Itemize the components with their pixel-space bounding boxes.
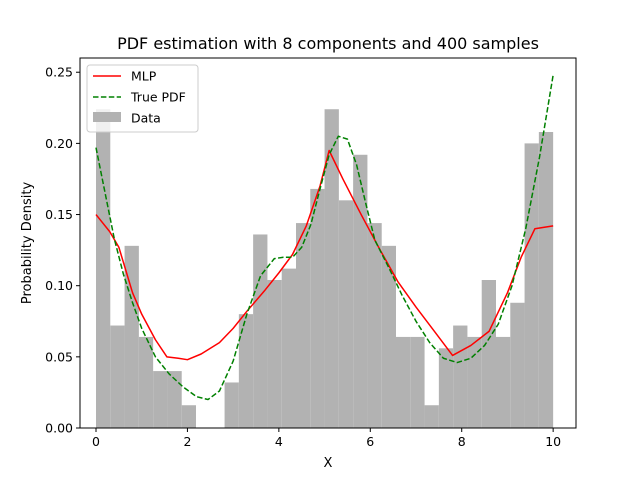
histogram-bar: [296, 223, 311, 428]
histogram-bar: [110, 325, 125, 428]
x-tick-label: 4: [275, 434, 283, 449]
x-tick-label: 8: [458, 434, 466, 449]
histogram-bar: [396, 336, 411, 428]
y-axis-ticks: 0.00 0.05 0.10 0.15 0.20 0.25: [45, 65, 80, 436]
histogram-bar: [138, 336, 154, 428]
y-tick-label: 0.10: [45, 278, 73, 293]
y-tick-label: 0.00: [45, 421, 73, 436]
legend-label-true-pdf: True PDF: [130, 90, 186, 105]
y-tick-label: 0.05: [45, 349, 73, 364]
histogram-bar: [267, 280, 282, 428]
histogram-bar: [467, 336, 482, 428]
x-axis-label: X: [324, 456, 333, 471]
legend-label-mlp: MLP: [131, 69, 157, 84]
histogram-bar: [453, 325, 468, 428]
histogram-bar: [496, 336, 511, 428]
x-tick-label: 10: [545, 434, 561, 449]
y-tick-label: 0.20: [45, 136, 73, 151]
histogram-bar: [310, 188, 325, 428]
legend: MLP True PDF Data: [86, 64, 199, 133]
histogram-bar: [224, 382, 239, 428]
y-axis-label: Probability Density: [20, 182, 35, 305]
x-axis-ticks: 0 2 4 6 8 10: [92, 428, 561, 449]
x-tick-label: 0: [92, 434, 100, 449]
histogram-bar: [438, 348, 454, 428]
histogram-bar: [367, 223, 382, 428]
legend-swatch-data: [93, 112, 121, 122]
histogram-bar: [238, 314, 254, 428]
series-line-true-pdf: [95, 74, 554, 401]
histogram-bar: [96, 109, 111, 428]
x-tick-label: 6: [366, 434, 374, 449]
series-line-mlp: [95, 149, 554, 361]
histogram-bar: [524, 143, 539, 428]
series-lines: [95, 74, 554, 401]
histogram-bar: [338, 200, 354, 428]
y-tick-label: 0.25: [45, 65, 73, 80]
histogram-bar: [167, 371, 182, 428]
histogram-bar: [281, 268, 296, 428]
x-tick-label: 2: [183, 434, 191, 449]
chart-title: PDF estimation with 8 components and 400…: [117, 34, 539, 53]
plot-frame: [79, 57, 577, 429]
legend-label-data: Data: [131, 111, 161, 126]
histogram-bars: [96, 109, 554, 428]
histogram-bar: [181, 405, 196, 428]
histogram-bar: [381, 245, 396, 428]
y-tick-label: 0.15: [45, 207, 73, 222]
histogram-bar: [153, 371, 168, 428]
histogram-bar: [410, 336, 425, 428]
histogram-bar: [538, 132, 554, 428]
histogram-bar: [253, 234, 268, 428]
histogram-bar: [353, 154, 368, 428]
histogram-bar: [424, 405, 439, 428]
histogram-bar: [510, 302, 525, 428]
histogram-bar: [481, 280, 496, 428]
histogram-bar: [324, 109, 339, 428]
